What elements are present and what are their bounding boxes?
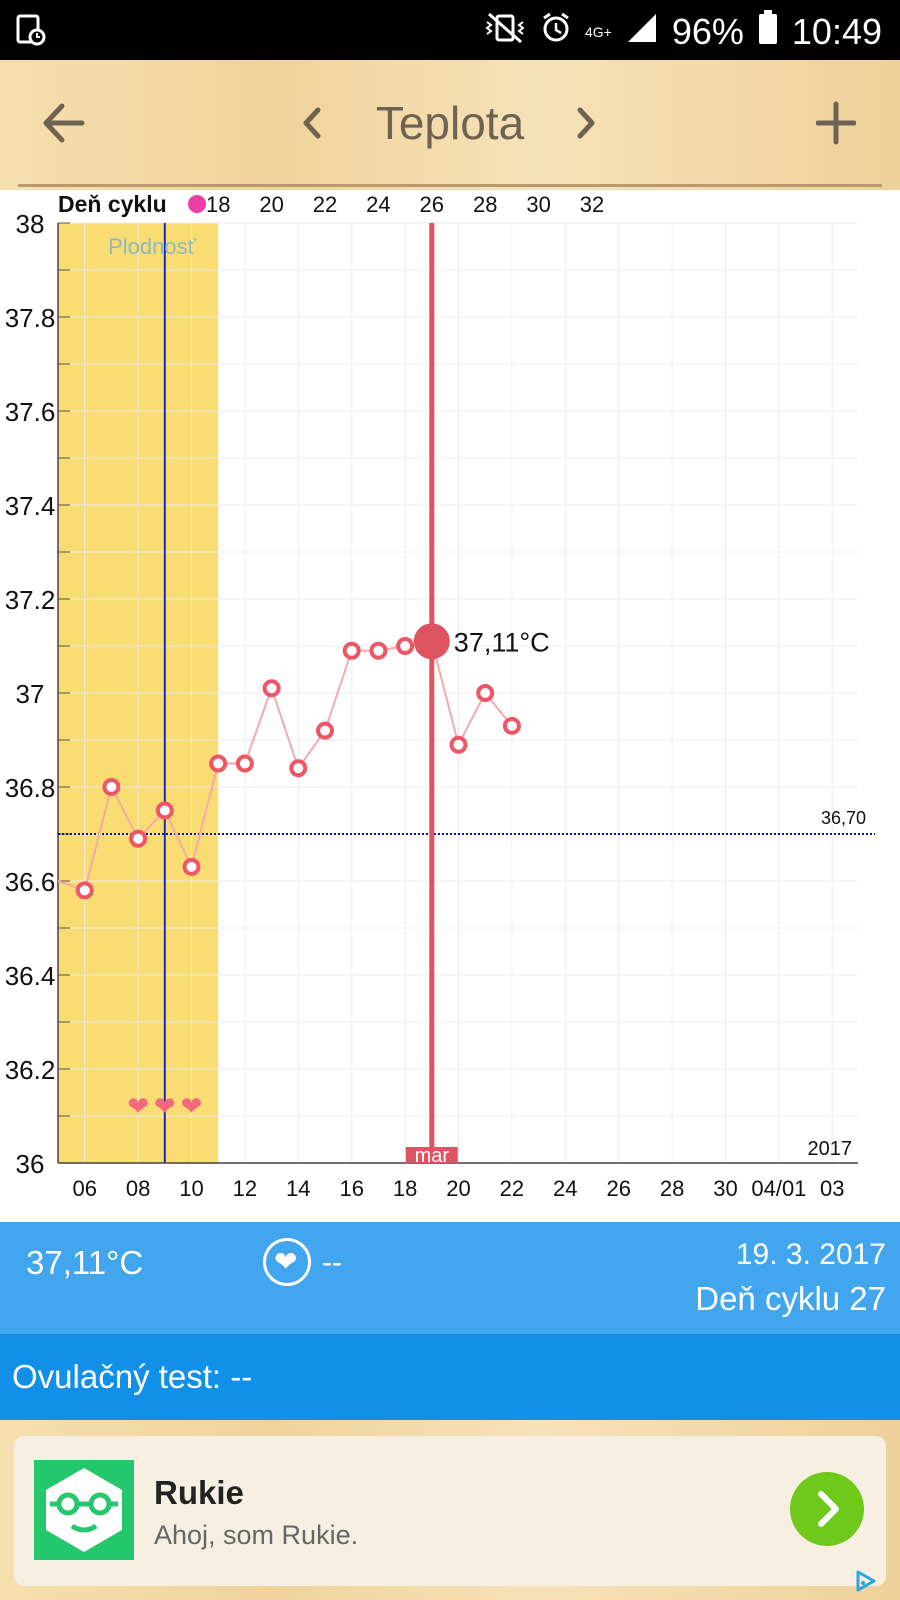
x-date-tick-label: 22: [500, 1176, 524, 1201]
ad-area: Rukie Ahoj, som Rukie.: [0, 1420, 900, 1600]
x-date-tick-label: 16: [339, 1176, 363, 1201]
temperature-point: [209, 754, 228, 773]
ovulation-test-text: Ovulačný test: --: [12, 1358, 253, 1395]
signal-icon: [626, 11, 658, 53]
add-plus-icon[interactable]: [815, 88, 857, 163]
temperature-point: [262, 679, 281, 698]
status-bar: 4G+ 96% 10:49: [0, 0, 900, 60]
year-label: 2017: [808, 1138, 853, 1160]
fertility-label: Plodnosť: [108, 234, 197, 259]
cycle-day: Deň cyklu 27: [695, 1280, 886, 1317]
heart-value: --: [322, 1246, 342, 1279]
temperature-point: [289, 759, 308, 778]
previous-chevron-icon[interactable]: [300, 88, 326, 163]
cycle-tick-label: 24: [366, 192, 390, 217]
month-label: mar: [415, 1145, 450, 1167]
rukie-logo-icon: [34, 1460, 134, 1560]
temperature-point: [129, 829, 148, 848]
x-date-tick-label: 06: [72, 1176, 96, 1201]
x-date-tick-label: 20: [446, 1176, 470, 1201]
cycle-tick-label: 32: [580, 192, 604, 217]
month-marker: [405, 1147, 458, 1163]
x-date-tick-label: 08: [126, 1176, 150, 1201]
temperature-point: [235, 754, 254, 773]
battery-icon: [758, 10, 778, 53]
intercourse-heart-icon: ❤: [181, 1092, 203, 1122]
temperature-point: [155, 801, 174, 820]
cycle-tick-label: 22: [313, 192, 337, 217]
temperature-chart[interactable]: 36,70 ❤ ❤ ❤ mar 38 37.8 37.6 37.4 37.2 37 36.8 36…: [0, 190, 900, 1222]
y-tick-label: 37.8: [5, 303, 56, 333]
cycle-tick-label: 30: [526, 192, 550, 217]
cycle-tick-label: 28: [473, 192, 497, 217]
y-tick-label: 37: [16, 679, 45, 709]
temperature-point: [342, 641, 361, 660]
intercourse-heart-icon: ❤: [154, 1092, 176, 1122]
alarm-icon: [541, 11, 571, 53]
selected-date: 19. 3. 2017: [735, 1238, 886, 1271]
y-tick-label: 37.4: [5, 491, 56, 521]
y-tick-label: 38: [16, 209, 45, 239]
clock: 10:49: [791, 10, 882, 52]
x-date-tick-label: 28: [660, 1176, 684, 1201]
cycle-tick-label: 20: [259, 192, 283, 217]
temperature-point: [476, 684, 495, 702]
chart-svg[interactable]: 36,70 ❤ ❤ ❤ mar 3837.837.637.437.23736.836…: [0, 190, 900, 1222]
battery-percent: 96%: [671, 10, 744, 52]
ad-description: Ahoj, som Rukie.: [154, 1520, 359, 1550]
cycle-tick-label: 26: [420, 192, 444, 217]
back-arrow-icon[interactable]: [40, 88, 86, 163]
temperature-point: [396, 637, 415, 655]
heart-icon[interactable]: ❤: [263, 1238, 311, 1286]
x-date-tick-label: 24: [553, 1176, 577, 1201]
network-type: 4G+: [584, 23, 612, 40]
temperature-point: [316, 721, 334, 740]
vibrate-mute-icon: [483, 11, 527, 53]
next-chevron-icon[interactable]: [572, 88, 598, 163]
app-toolbar: Teplota: [0, 60, 900, 190]
selected-temperature-label: 37,11°C: [454, 627, 550, 657]
x-date-tick-label: 30: [713, 1176, 737, 1201]
x-date-tick-label: 03: [820, 1176, 844, 1201]
y-tick-label: 37.2: [5, 585, 56, 615]
selected-temperature-point: [413, 623, 450, 660]
temperature-point: [369, 641, 388, 660]
x-date-tick-label: 14: [286, 1176, 310, 1201]
temperature-point: [449, 735, 468, 754]
toolbar-divider: [18, 184, 882, 187]
cycle-axis-label: Deň cyklu: [58, 191, 167, 217]
temperature-point: [502, 716, 521, 735]
y-tick-label: 37.6: [5, 397, 56, 427]
y-tick-label: 36: [16, 1149, 45, 1179]
ad-title: Rukie: [154, 1474, 244, 1511]
day-info-bar[interactable]: 37,11°C ❤ -- 19. 3. 2017 Deň cyklu 27: [0, 1222, 900, 1334]
ovulation-test-bar[interactable]: Ovulačný test: --: [0, 1334, 900, 1420]
intercourse-heart-icon: ❤: [127, 1092, 149, 1122]
temperature-point: [75, 881, 94, 900]
selected-temperature: 37,11°C: [26, 1244, 144, 1281]
y-tick-label: 36.4: [5, 961, 56, 991]
x-date-tick-label: 10: [179, 1176, 203, 1201]
notification-icon: [16, 14, 46, 51]
temperature-point: [182, 857, 201, 876]
ad-banner[interactable]: Rukie Ahoj, som Rukie.: [14, 1436, 886, 1592]
ad-open-chevron-icon[interactable]: [790, 1472, 864, 1546]
x-date-tick-label: 12: [233, 1176, 257, 1201]
coverline-label: 36,70: [821, 808, 866, 828]
x-date-tick-label: 04/01: [751, 1176, 806, 1201]
y-tick-label: 36.6: [5, 867, 56, 897]
x-date-tick-label: 18: [393, 1176, 417, 1201]
temperature-point: [102, 778, 121, 796]
adchoices-icon[interactable]: [852, 1568, 878, 1599]
period-drop-icon: [188, 195, 206, 213]
y-tick-label: 36.2: [5, 1055, 56, 1085]
cycle-tick-label: 18: [206, 192, 230, 217]
page-title: Teplota: [375, 97, 525, 149]
x-date-tick-label: 26: [606, 1176, 630, 1201]
y-tick-label: 36.8: [5, 773, 56, 803]
